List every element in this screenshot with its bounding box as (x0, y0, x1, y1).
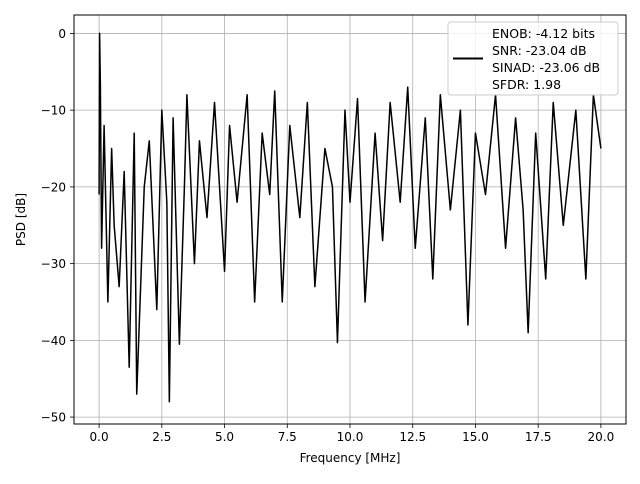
x-tick-label: 2.5 (152, 430, 171, 444)
x-tick-label: 5.0 (215, 430, 234, 444)
x-tick-label: 12.5 (399, 430, 426, 444)
legend-box (447, 21, 619, 96)
psd-series-line (98, 32, 602, 403)
x-tick-label: 7.5 (278, 430, 297, 444)
y-tick-label: −20 (41, 180, 66, 194)
series-layer (98, 32, 602, 403)
x-tick-label: 10.0 (337, 430, 364, 444)
legend-enob: ENOB: -4.12 bits (492, 26, 595, 41)
legend-snr: SNR: -23.04 dB (492, 43, 587, 58)
x-tick-label: 0.0 (90, 430, 109, 444)
y-tick-label: 0 (58, 27, 66, 41)
y-tick-label: −10 (41, 104, 66, 118)
legend: ENOB: -4.12 bits SNR: -23.04 dB SINAD: -… (447, 21, 619, 96)
y-axis-label: PSD [dB] (14, 193, 28, 246)
x-tick-label: 15.0 (462, 430, 489, 444)
legend-sinad: SINAD: -23.06 dB (492, 60, 600, 75)
x-tick-label: 17.5 (525, 430, 552, 444)
x-axis-ticks: 0.0 2.5 5.0 7.5 10.0 12.5 15.0 17.5 20.0 (90, 424, 615, 444)
y-tick-label: −30 (41, 257, 66, 271)
legend-sfdr: SFDR: 1.98 (492, 77, 561, 92)
y-axis-ticks: 0 −10 −20 −30 −40 −50 (41, 27, 74, 425)
x-tick-label: 20.0 (588, 430, 615, 444)
x-axis-label: Frequency [MHz] (300, 451, 401, 465)
y-tick-label: −40 (41, 334, 66, 348)
y-tick-label: −50 (41, 411, 66, 425)
